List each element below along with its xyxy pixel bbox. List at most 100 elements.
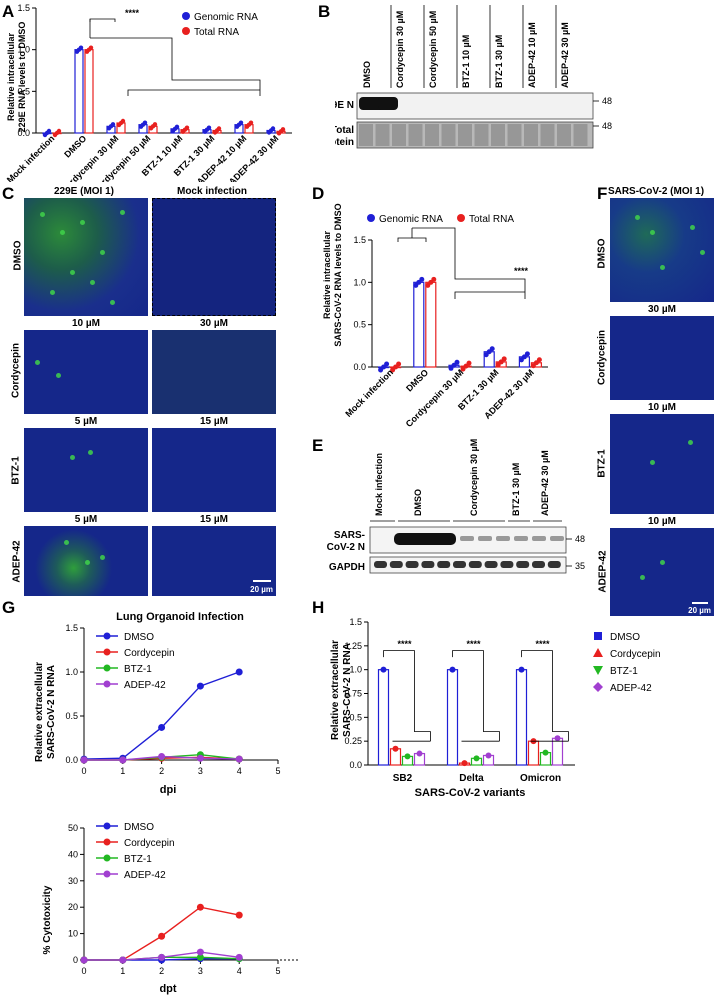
panel-a-sig-label: **** xyxy=(125,8,140,18)
b-lane-btz-1-30-m: BTZ-1 30 µM xyxy=(494,35,504,88)
c-conc-btz-15: 15 µM xyxy=(200,416,228,427)
f-row-cordycepin: Cordycepin xyxy=(596,330,608,386)
b-total-band-5 xyxy=(441,124,456,146)
b-lane-adep-42-30-m: ADEP-42 30 µM xyxy=(560,22,570,88)
b-total-band-11 xyxy=(540,124,555,146)
g1-legend-marker-dmso xyxy=(103,632,111,640)
e-faint-band-4 xyxy=(532,536,546,541)
h-ytick-1-5: 1.5 xyxy=(349,617,362,627)
row-label-total: Total xyxy=(335,125,354,136)
legend-d-genomic-label: Genomic RNA xyxy=(379,214,443,225)
b-total-band-2 xyxy=(392,124,406,146)
d-ytick-1-0: 1.0 xyxy=(353,277,366,287)
g1-ytick-1-5: 1.5 xyxy=(65,623,78,633)
micro-green-spot xyxy=(60,230,65,235)
g2-xtick-5: 5 xyxy=(275,966,280,976)
micro-c-cord-30 xyxy=(152,330,276,414)
row-label-protein: protein xyxy=(335,137,354,148)
d-point-total-rna-3-2 xyxy=(501,356,507,362)
a-point-total-rna-6-2 xyxy=(248,120,254,125)
panel-g2-chart: % Cytotoxicity dpt 0 10 20 30 40 50 0 1 2 3 4 5 DMS… xyxy=(42,822,300,995)
g1-xtick-3: 3 xyxy=(198,766,203,776)
d-ytick-0-5: 0.5 xyxy=(353,320,366,330)
a-point-genomic-rna-5-2 xyxy=(206,125,212,130)
h-legend-marker-cordycepin xyxy=(593,648,603,657)
g2-xtick-1: 1 xyxy=(120,966,125,976)
c-row-cordycepin: Cordycepin xyxy=(10,343,22,399)
c-title-229e: 229E (MOI 1) xyxy=(53,186,115,197)
g2-point-cordycepin-2 xyxy=(158,932,166,940)
panel-a-legend: Genomic RNA Total RNA xyxy=(182,12,258,38)
b-lane-adep-42-10-m: ADEP-42 10 µM xyxy=(527,22,537,88)
b-total-band-4 xyxy=(425,124,439,146)
micro-green-spot xyxy=(688,440,693,445)
h-sig-label-omicron: **** xyxy=(535,639,550,649)
g1-xtick-2: 2 xyxy=(159,766,164,776)
g2-xtick-4: 4 xyxy=(237,966,242,976)
d-ytick-0-0: 0.0 xyxy=(353,362,366,372)
g2-xtick-2: 2 xyxy=(159,966,164,976)
g1-point-adep-42-1 xyxy=(119,756,127,764)
a-point-total-rna-1-2 xyxy=(88,45,94,50)
e-faint-band-5 xyxy=(550,536,564,541)
e-gapdh-band-5 xyxy=(453,561,466,568)
h-point-adep-42-omicron xyxy=(554,735,561,742)
micro-green-spot xyxy=(88,450,93,455)
b-total-band-13 xyxy=(573,124,588,146)
g1-point-adep-42-3 xyxy=(196,754,204,762)
g1-ytick-1-0: 1.0 xyxy=(65,667,78,677)
e-lane-btz-1-30-m: BTZ-1 30 µM xyxy=(511,463,521,516)
legend-d-total-marker xyxy=(457,214,465,222)
micro-green-spot xyxy=(100,250,105,255)
panel-h-chart: Relative extracellular SARS-CoV-2 N RNA … xyxy=(330,617,661,799)
g1-xtick-5: 5 xyxy=(275,766,280,776)
scale-bar-c xyxy=(253,580,271,582)
d-xtick-mock-infection: Mock infection xyxy=(343,367,395,419)
e-gapdh-band-10 xyxy=(532,561,545,568)
h-point-btz-1-delta xyxy=(473,755,480,762)
e-gapdh-band-7 xyxy=(484,561,498,568)
h-ytick-0-5: 0.5 xyxy=(349,712,362,722)
e-lane-cordycepin-30-m: Cordycepin 30 µM xyxy=(469,439,479,516)
c-conc-cord-30: 30 µM xyxy=(200,318,228,329)
c-row-adep: ADEP-42 xyxy=(11,540,23,583)
h-legend-btz-1: BTZ-1 xyxy=(610,666,638,677)
d-bar-genomic-rna-dmso xyxy=(413,281,425,368)
a-ytick-0-0: 0.0 xyxy=(17,128,30,138)
micro-green-spot xyxy=(90,280,95,285)
panel-letter-f: F xyxy=(597,184,608,203)
c-row-btz: BTZ-1 xyxy=(10,456,22,485)
e-faint-band-2 xyxy=(496,536,510,541)
micro-f-adep: 20 µm xyxy=(610,528,714,616)
e-gapdh-band-6 xyxy=(468,561,482,568)
g2-xlabel: dpt xyxy=(159,983,176,995)
e-lane-adep-42-30-m: ADEP-42 30 µM xyxy=(540,450,550,516)
micro-green-spot xyxy=(690,225,695,230)
g1-title: Lung Organoid Infection xyxy=(116,611,244,623)
panel-d-legend: Genomic RNA Total RNA xyxy=(367,214,514,225)
h-point-dmso-delta xyxy=(449,666,456,673)
e-gapdh-band-4 xyxy=(437,561,451,568)
e-gapdh-band-0 xyxy=(374,561,387,568)
panel-g1-chart: Lung Organoid Infection Relative extrace… xyxy=(34,611,281,796)
g2-point-adep-42-3 xyxy=(196,948,204,956)
g2-legend-btz-1: BTZ-1 xyxy=(124,854,152,865)
h-sig-label-delta: **** xyxy=(466,639,481,649)
f-conc-btz: 10 µM xyxy=(648,402,676,413)
g1-point-dmso-4 xyxy=(235,668,243,676)
e-row-gapdh: GAPDH xyxy=(329,562,365,573)
b-lane-dmso: DMSO xyxy=(362,61,372,88)
micro-green-spot xyxy=(700,250,705,255)
e-faint-band-1 xyxy=(478,536,492,541)
g1-xtick-4: 4 xyxy=(237,766,242,776)
a-point-genomic-rna-2-2 xyxy=(110,122,116,127)
g2-point-btz-1-3 xyxy=(196,953,204,961)
h-bar-cordycepin-omicron xyxy=(527,740,540,766)
g2-ytick-50: 50 xyxy=(68,823,78,833)
row-label-229e-n: 229E N xyxy=(335,100,354,111)
g2-ytick-0: 0 xyxy=(73,955,78,965)
h-point-btz-1-omicron xyxy=(542,749,549,756)
h-legend-dmso: DMSO xyxy=(610,632,640,643)
d-point-total-rna-1-2 xyxy=(431,276,437,282)
e-gapdh-band-3 xyxy=(421,561,435,568)
